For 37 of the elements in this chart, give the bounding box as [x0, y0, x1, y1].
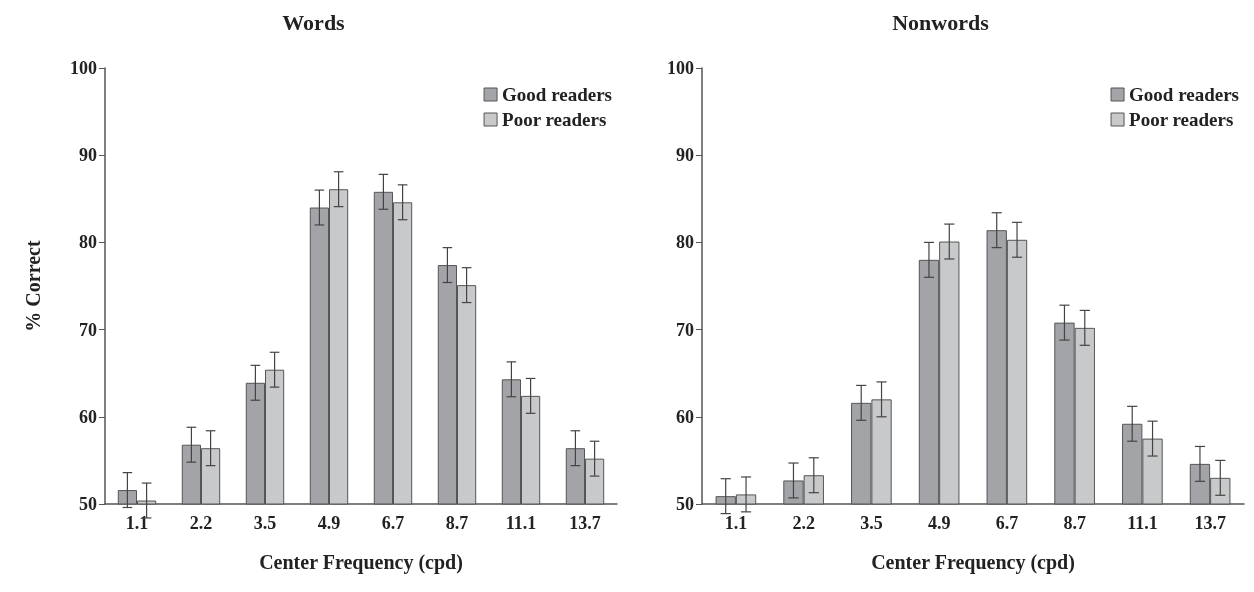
- chart-title: Nonwords: [892, 9, 990, 35]
- y-tick-label: 60: [676, 406, 694, 427]
- legend-label: Good readers: [1129, 84, 1240, 105]
- y-tick-label: 50: [79, 494, 97, 514]
- y-tick-label: 100: [667, 58, 694, 78]
- y-tick-label: 100: [70, 58, 97, 78]
- y-tick-label: 90: [79, 145, 97, 166]
- legend-label: Good readers: [502, 84, 613, 105]
- y-tick-label: 60: [79, 406, 97, 427]
- y-axis-title: % Correct: [22, 240, 44, 332]
- x-tick-label: 13.7: [569, 513, 601, 533]
- y-tick-label: 70: [79, 319, 97, 340]
- x-tick-label: 6.7: [381, 513, 405, 533]
- x-tick-label: 4.9: [317, 513, 341, 533]
- x-tick-label: 11.1: [1127, 513, 1158, 533]
- y-tick-label: 50: [676, 494, 694, 514]
- x-tick-label: 11.1: [505, 513, 537, 533]
- x-tick-label: 8.7: [1063, 513, 1086, 533]
- x-axis-title: Center Frequency (cpd): [259, 551, 463, 574]
- x-tick-label: 8.7: [445, 513, 469, 533]
- x-tick-label: 2.2: [792, 513, 815, 533]
- x-tick-label: 13.7: [1194, 513, 1226, 533]
- x-tick-label: 3.5: [253, 513, 277, 533]
- legend-label: Poor readers: [1129, 109, 1234, 130]
- y-tick-label: 90: [676, 145, 694, 166]
- x-tick-label: 4.9: [927, 513, 951, 533]
- x-axis-title: Center Frequency (cpd): [871, 551, 1075, 574]
- x-tick-label: 6.7: [995, 513, 1019, 533]
- legend-label: Poor readers: [502, 109, 607, 130]
- y-tick-label: 80: [79, 232, 97, 253]
- x-tick-label: 1.1: [125, 513, 149, 533]
- x-tick-label: 2.2: [189, 513, 213, 533]
- x-tick-label: 1.1: [724, 513, 748, 533]
- x-tick-label: 3.5: [860, 513, 883, 533]
- y-tick-label: 70: [676, 319, 694, 340]
- y-tick-label: 80: [676, 232, 694, 253]
- chart-title: Words: [282, 9, 346, 35]
